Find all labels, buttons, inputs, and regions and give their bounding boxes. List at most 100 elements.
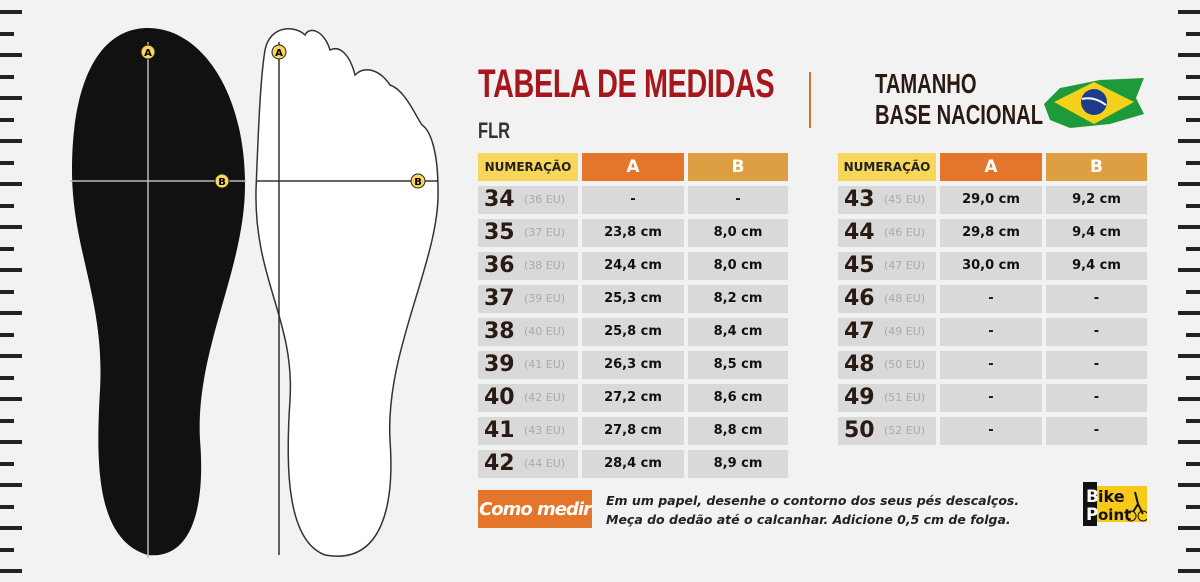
measure-a: 28,4 cm	[582, 449, 684, 478]
ruler-tick	[0, 461, 14, 466]
measure-b: -	[1046, 317, 1147, 346]
svg-text:A: A	[144, 48, 152, 59]
ruler-tick	[0, 246, 14, 251]
size-cell: 44 (46 EU)	[838, 218, 936, 247]
ruler-tick	[1178, 268, 1200, 272]
ruler-tick	[1178, 10, 1200, 14]
ruler-tick	[1186, 418, 1200, 423]
measure-a: -	[940, 350, 1042, 379]
ruler-tick	[0, 289, 14, 294]
table-row: 39 (41 EU) 26,3 cm 8,5 cm	[478, 350, 788, 379]
ruler-tick	[0, 547, 14, 552]
ruler-tick	[1186, 375, 1200, 380]
ruler-tick	[0, 504, 14, 509]
size-cell: 40 (42 EU)	[478, 383, 578, 412]
measure-b: 8,0 cm	[688, 251, 788, 280]
measure-b: 8,2 cm	[688, 284, 788, 313]
page-title: TABELA DE MEDIDAS	[478, 62, 775, 106]
measure-b: -	[688, 185, 788, 214]
foot-diagram: A B A B	[70, 28, 439, 558]
measure-b: 8,6 cm	[688, 383, 788, 412]
marker-b-foot: B	[410, 173, 426, 189]
svg-text:A: A	[275, 48, 283, 59]
insole-shape	[72, 28, 245, 556]
table-row: 43 (45 EU) 29,0 cm 9,2 cm	[838, 185, 1147, 214]
ruler-tick	[1178, 53, 1200, 57]
size-cell: 41 (43 EU)	[478, 416, 578, 445]
ruler-tick	[1186, 461, 1200, 466]
measure-a: 23,8 cm	[582, 218, 684, 247]
ruler-tick	[0, 10, 22, 14]
table-row: 35 (37 EU) 23,8 cm 8,0 cm	[478, 218, 788, 247]
measure-b: 8,0 cm	[688, 218, 788, 247]
ruler-tick	[1178, 440, 1200, 444]
ruler-tick	[0, 74, 14, 79]
base-nacional: TAMANHO BASE NACIONAL	[875, 68, 1044, 130]
ruler-tick	[0, 332, 14, 337]
ruler-tick	[1178, 225, 1200, 229]
ruler-tick	[0, 117, 14, 122]
svg-text:B: B	[218, 177, 226, 188]
measure-b: -	[1046, 416, 1147, 445]
table-row: 44 (46 EU) 29,8 cm 9,4 cm	[838, 218, 1147, 247]
ruler-tick	[1186, 74, 1200, 79]
measure-b: -	[1046, 350, 1147, 379]
size-cell: 39 (41 EU)	[478, 350, 578, 379]
ruler-tick	[1186, 332, 1200, 337]
size-cell: 34 (36 EU)	[478, 185, 578, 214]
size-table-left: NUMERAÇÃO A B 34 (36 EU) - -35 (37 EU) 23,8 c…	[478, 153, 788, 483]
size-cell: 47 (49 EU)	[838, 317, 936, 346]
table-row: 40 (42 EU) 27,2 cm 8,6 cm	[478, 383, 788, 412]
table-row: 36 (38 EU) 24,4 cm 8,0 cm	[478, 251, 788, 280]
svg-text:B: B	[1086, 487, 1099, 507]
ruler-tick	[0, 354, 22, 358]
table-row: 45 (47 EU) 30,0 cm 9,4 cm	[838, 251, 1147, 280]
ruler-tick	[1186, 547, 1200, 552]
table-row: 37 (39 EU) 25,3 cm 8,2 cm	[478, 284, 788, 313]
marker-a-insole: A	[140, 44, 156, 60]
ruler-tick	[0, 96, 22, 100]
measure-a: -	[940, 383, 1042, 412]
foot-outline	[255, 28, 439, 557]
ruler-tick	[0, 268, 22, 272]
measure-a: 29,0 cm	[940, 185, 1042, 214]
ruler-tick	[0, 440, 22, 444]
ruler-tick	[1186, 203, 1200, 208]
ruler-tick	[0, 311, 22, 315]
measure-a: -	[940, 317, 1042, 346]
ruler-tick	[0, 418, 14, 423]
bike-point-logo: B ike P oint	[1083, 482, 1149, 526]
table-row: 34 (36 EU) - -	[478, 185, 788, 214]
ruler-tick	[0, 225, 22, 229]
size-cell: 36 (38 EU)	[478, 251, 578, 280]
size-cell: 48 (50 EU)	[838, 350, 936, 379]
size-cell: 45 (47 EU)	[838, 251, 936, 280]
ruler-tick	[1178, 311, 1200, 315]
ruler-tick	[0, 526, 22, 530]
size-cell: 43 (45 EU)	[838, 185, 936, 214]
ruler-tick	[0, 203, 14, 208]
measure-b: 8,9 cm	[688, 449, 788, 478]
ruler-right	[1168, 0, 1200, 582]
instructions: Em um papel, desenhe o contorno dos seus…	[606, 493, 1020, 527]
ruler-tick	[0, 397, 22, 401]
measure-a: 29,8 cm	[940, 218, 1042, 247]
ruler-tick	[1178, 526, 1200, 530]
measure-b: 8,5 cm	[688, 350, 788, 379]
measure-a: 30,0 cm	[940, 251, 1042, 280]
ruler-tick	[1186, 246, 1200, 251]
measure-b: -	[1046, 284, 1147, 313]
table-row: 50 (52 EU) - -	[838, 416, 1147, 445]
como-medir-label: Como medir	[478, 490, 592, 528]
ruler-tick	[0, 53, 22, 57]
model-name: FLR	[478, 118, 511, 143]
svg-text:ike: ike	[1098, 487, 1125, 506]
ruler-tick	[1186, 160, 1200, 165]
table-row: 41 (43 EU) 27,8 cm 8,8 cm	[478, 416, 788, 445]
size-table-right: NUMERAÇÃO A B 43 (45 EU) 29,0 cm 9,2 cm 44 (4…	[838, 153, 1147, 450]
ruler-tick	[0, 375, 14, 380]
svg-text:B: B	[414, 177, 422, 188]
ruler-tick	[0, 483, 22, 487]
table-row: 48 (50 EU) - -	[838, 350, 1147, 379]
ruler-tick	[1178, 182, 1200, 186]
